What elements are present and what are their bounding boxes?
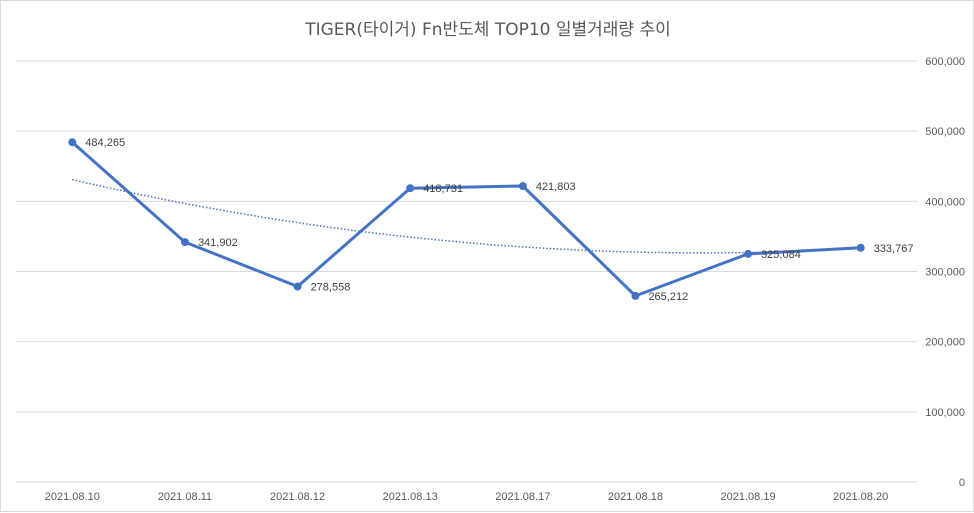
data-label: 418,731: [423, 183, 463, 195]
data-point: [293, 282, 302, 291]
data-point: [180, 238, 189, 247]
data-point: [68, 138, 77, 147]
y-tick-label: 0: [959, 477, 965, 489]
x-tick-label: 2021.08.20: [833, 491, 888, 503]
data-point: [856, 243, 865, 252]
y-tick-label: 100,000: [925, 407, 965, 419]
y-tick-label: 300,000: [925, 267, 965, 279]
trendline: [72, 178, 861, 254]
data-label: 278,558: [311, 282, 351, 294]
data-label: 421,803: [536, 181, 576, 193]
x-tick-label: 2021.08.12: [270, 491, 325, 503]
series-line: [71, 141, 861, 298]
y-tick-label: 600,000: [925, 56, 965, 68]
x-tick-label: 2021.08.10: [45, 491, 100, 503]
x-tick-label: 2021.08.19: [721, 491, 776, 503]
data-point: [744, 249, 753, 258]
data-label: 265,212: [648, 291, 688, 303]
y-tick-label: 500,000: [925, 126, 965, 138]
x-tick-label: 2021.08.13: [383, 491, 438, 503]
y-tick-label: 200,000: [925, 337, 965, 349]
x-tick-label: 2021.08.18: [608, 491, 663, 503]
x-tick-label: 2021.08.17: [495, 491, 550, 503]
data-label: 333,767: [874, 243, 914, 255]
x-tick-label: 2021.08.11: [158, 491, 212, 503]
data-point: [518, 182, 527, 191]
chart-title: TIGER(타이거) Fn반도체 TOP10 일별거래량 추이: [305, 20, 671, 40]
data-label: 325,084: [761, 249, 801, 261]
y-tick-label: 400,000: [925, 196, 965, 208]
data-label: 484,265: [85, 137, 125, 149]
data-label: 341,902: [198, 237, 238, 249]
data-point: [631, 291, 640, 300]
data-point: [406, 184, 415, 193]
